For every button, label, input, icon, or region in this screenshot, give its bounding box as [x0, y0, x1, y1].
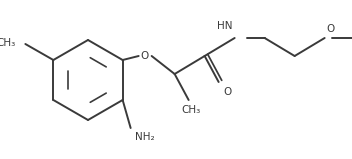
Text: O: O — [224, 87, 232, 97]
Text: HN: HN — [217, 21, 233, 31]
Text: O: O — [140, 51, 149, 61]
Text: CH₃: CH₃ — [181, 105, 200, 115]
Text: CH₃: CH₃ — [0, 38, 15, 48]
Text: O: O — [327, 24, 335, 34]
Text: NH₂: NH₂ — [135, 132, 154, 142]
